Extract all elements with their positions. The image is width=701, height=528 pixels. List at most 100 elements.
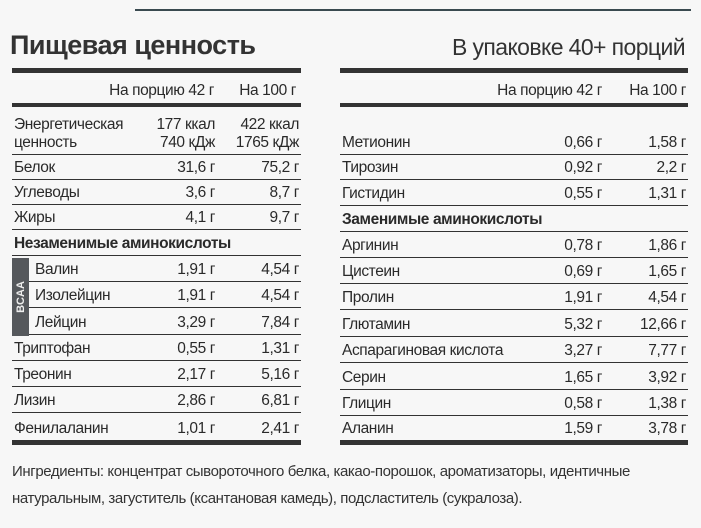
bcaa-label: BCAA [14,281,27,313]
table-row: Серин 1,65 г 3,92 г [340,363,688,390]
table-row: Валин 1,91 г 4,54 г [12,256,301,282]
nutrient-name: Цистеин [342,263,400,280]
divider [12,441,301,445]
nutrient-name: Серин [342,369,386,386]
nutrient-name: Пролин [342,289,394,306]
per-serving-value: 4,1 г [185,209,215,226]
per-serving-value: 2,86 г [177,392,215,409]
nutrient-name: Фенилаланин [14,420,109,437]
table-row: Глицин 0,58 г 1,38 г [340,390,688,416]
servings-count: В упаковке 40+ порций [451,34,686,60]
per-serving-value: 3,29 г [177,314,215,331]
bcaa-badge: BCAA [12,258,29,336]
page-title: Пищевая ценность [10,30,256,60]
ingredients-text: Ингредиенты: концентрат сывороточного бе… [12,463,630,507]
table-row: Гистидин 0,55 г 1,31 г [340,180,688,206]
table-row: Треонин 2,17 г 5,16 г [12,361,301,387]
table-row: Незаменимые аминокислоты [12,230,301,256]
nutrient-name: Лизин [14,392,56,409]
per-100g-value: 12,66 г [640,316,686,333]
per-100g-value: 4,54 г [648,289,686,306]
per-serving-value: 0,69 г [564,263,602,280]
per-serving-value: 1,01 г [177,420,215,437]
per-100g-value: 7,77 г [648,342,686,359]
table-row: Аланин 1,59 г 3,78 г [340,416,688,441]
per-100g-value: 7,84 г [261,314,299,331]
per-100g-value: 1765 кДж [235,134,300,151]
per-100g-value: 6,81 г [261,392,299,409]
per-serving-value: 0,58 г [564,395,602,412]
section-heading: Незаменимые аминокислоты [14,235,231,252]
per-100g-value: 1,31 г [261,340,299,357]
table-row: Изолейцин 1,91 г 4,54 г [12,282,301,308]
table-row: Фенилаланин 1,01 г 2,41 г [12,413,301,441]
per-100g-value: 4,54 г [261,261,299,278]
table-row: Тирозин 0,92 г 2,2 г [340,155,688,180]
table-row: Аспарагиновая кислота 3,27 г 7,77 г [340,337,688,363]
divider [340,68,688,73]
nutrient-name: Валин [35,261,79,278]
per-serving-value: 177 ккал [156,116,215,133]
nutrient-name: Тирозин [342,159,399,176]
per-serving-value: 0,78 г [564,237,602,254]
table-row: Углеводы 3,6 г 8,7 г [12,180,301,205]
per-serving-value: 2,17 г [177,366,215,383]
nutrient-name: Метионин [342,134,411,151]
table-row: Жиры 4,1 г 9,7 г [12,205,301,230]
per-100g-value: 422 ккал [240,116,299,133]
per-serving-value: 1,91 г [177,287,215,304]
header-per-serving-left: На порцию 42 г [109,82,214,99]
nutrient-name: Изолейцин [35,287,111,304]
nutrient-name: Жиры [14,209,56,226]
nutrient-name: Энергетическая [14,116,124,133]
top-border [135,9,691,11]
per-serving-value: 5,32 г [564,316,602,333]
header-per-100-right: На 100 г [629,82,686,99]
per-serving-value: 740 кДж [159,134,215,151]
per-serving-value: 0,55 г [564,185,602,202]
per-serving-value: 1,91 г [177,261,215,278]
per-serving-value: 3,27 г [564,342,602,359]
nutrient-name: ценность [14,134,77,151]
per-100g-value: 1,65 г [648,263,686,280]
nutrient-name: Аргинин [342,237,399,254]
per-100g-value: 1,86 г [648,237,686,254]
table-row: Триптофан 0,55 г 1,31 г [12,335,301,361]
table-row: Пролин 1,91 г 4,54 г [340,284,688,310]
table-row: Энергетическая ценность 177 ккал 740 кДж 422… [12,110,301,155]
table-row: Лизин 2,86 г 6,81 г [12,387,301,413]
per-serving-value: 1,65 г [564,369,602,386]
per-100g-value: 4,54 г [261,287,299,304]
nutrient-name: Гистидин [342,185,405,202]
table-row: Глютамин 5,32 г 12,66 г [340,310,688,337]
divider [12,103,301,107]
per-serving-value: 1,91 г [564,289,602,306]
header-per-serving-right: На порцию 42 г [497,82,602,99]
header-per-100-left: На 100 г [239,82,296,99]
table-row: Цистеин 0,69 г 1,65 г [340,258,688,284]
nutrient-name: Глицин [342,395,391,412]
per-100g-value: 5,16 г [261,366,299,383]
nutrient-name: Аспарагиновая кислота [342,342,504,359]
section-heading: Заменимые аминокислоты [342,211,543,228]
table-row: Заменимые аминокислоты [340,206,688,232]
table-row: Лейцин 3,29 г 7,84 г [12,308,301,335]
per-100g-value: 2,41 г [261,420,299,437]
per-100g-value: 9,7 г [269,209,299,226]
nutrient-name: Углеводы [14,184,80,201]
table-row: Белок 31,6 г 75,2 г [12,155,301,180]
per-serving-value: 1,59 г [564,420,602,437]
table-row: Метионин 0,66 г 1,58 г [340,128,688,155]
per-100g-value: 1,58 г [648,134,686,151]
per-100g-value: 2,2 г [656,159,686,176]
per-serving-value: 0,92 г [564,159,602,176]
divider [340,103,688,107]
divider [340,441,688,445]
per-100g-value: 1,38 г [648,395,686,412]
per-serving-value: 31,6 г [177,159,215,176]
table-row: Аргинин 0,78 г 1,86 г [340,232,688,258]
nutrient-name: Триптофан [14,340,91,357]
per-serving-value: 0,66 г [564,134,602,151]
nutrient-name: Белок [14,159,55,176]
per-serving-value: 3,6 г [185,184,215,201]
